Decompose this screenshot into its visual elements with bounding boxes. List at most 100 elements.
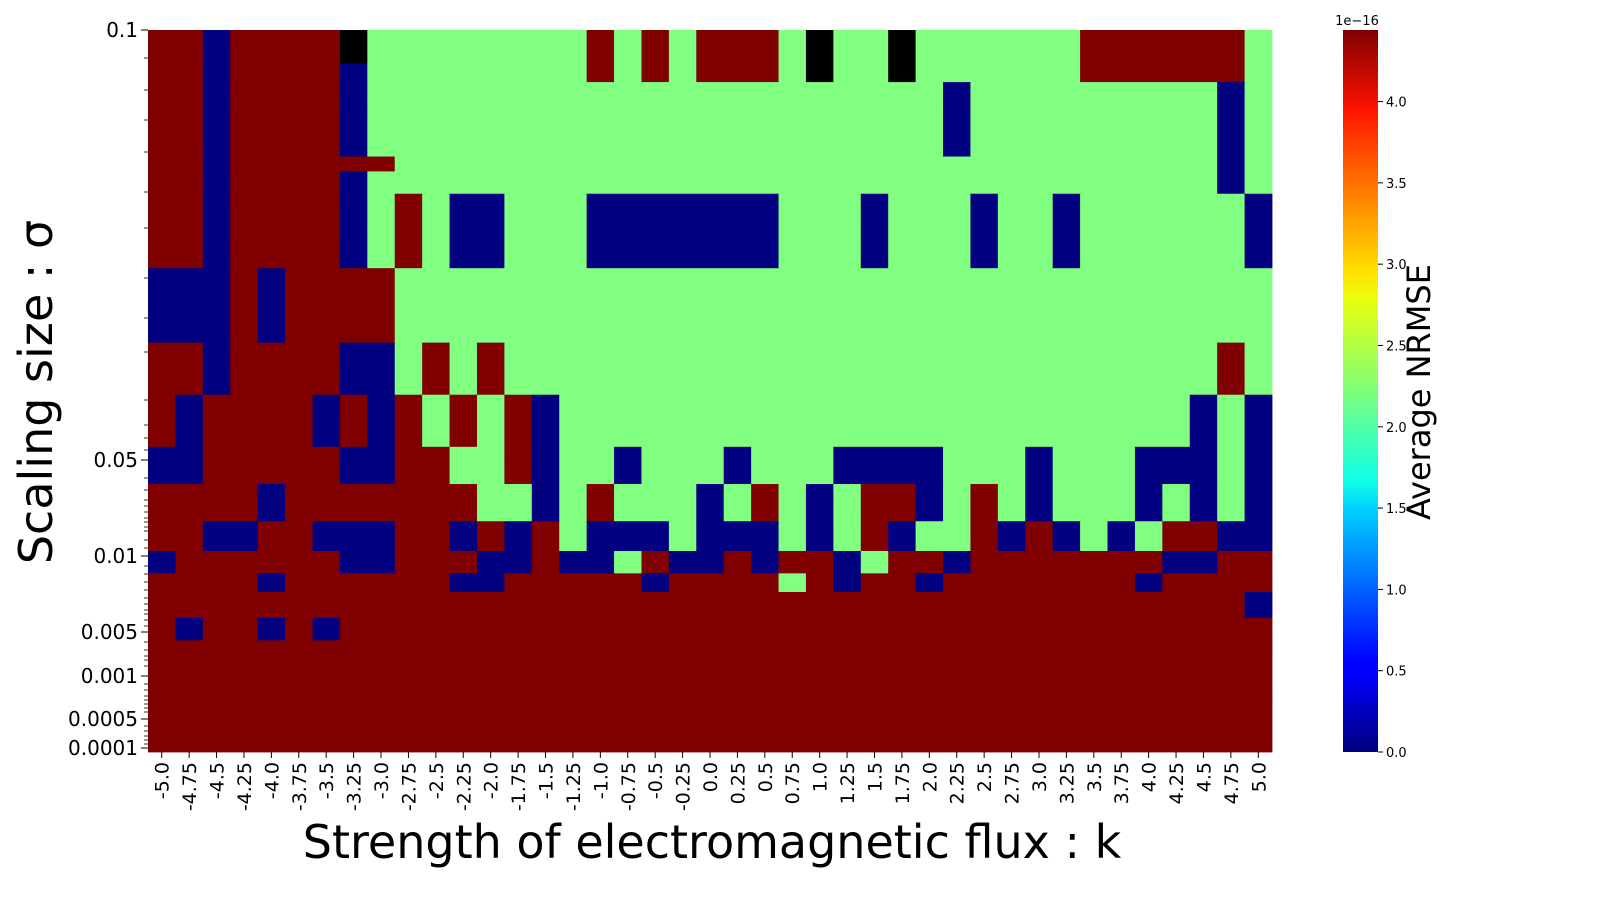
heatmap-cell <box>1052 480 1136 485</box>
heatmap-cell <box>202 264 231 269</box>
heatmap-cell <box>531 562 560 567</box>
heatmap-cell <box>1134 539 1163 544</box>
heatmap-cell <box>339 63 368 68</box>
heatmap-cell <box>148 178 204 183</box>
heatmap-cell <box>148 163 204 169</box>
heatmap-cell <box>1189 431 1218 437</box>
heatmap-cell <box>833 487 862 492</box>
heatmap-cell <box>860 569 889 574</box>
heatmap-cell <box>943 104 971 109</box>
heatmap-cell <box>230 182 341 187</box>
heatmap-cell <box>449 249 505 254</box>
heatmap-cell <box>1244 465 1273 470</box>
heatmap-cell <box>614 565 642 571</box>
heatmap-cell <box>559 539 588 544</box>
heatmap-cell <box>148 439 176 444</box>
heatmap-cell <box>915 484 944 489</box>
heatmap-cell <box>202 405 313 411</box>
heatmap-cell <box>394 301 1273 306</box>
heatmap-cell <box>257 290 286 295</box>
heatmap-cell <box>202 44 231 50</box>
heatmap-cell <box>202 93 231 98</box>
heatmap-cell <box>339 126 368 131</box>
heatmap-cell <box>997 498 1026 504</box>
heatmap-cell <box>339 562 396 567</box>
heatmap-cell <box>202 636 259 641</box>
heatmap-cell <box>394 428 423 433</box>
heatmap-cell <box>202 85 231 90</box>
heatmap-cell <box>1052 216 1081 221</box>
heatmap-cell <box>394 558 478 563</box>
heatmap-cell <box>394 242 423 247</box>
heatmap-cell <box>586 513 615 518</box>
heatmap-cell <box>1244 364 1273 370</box>
heatmap-cell <box>559 484 588 489</box>
heatmap-cell <box>614 480 642 485</box>
heatmap-cell <box>805 67 834 72</box>
heatmap-cell <box>202 618 259 623</box>
heatmap-cell <box>1244 56 1273 61</box>
heatmap-cell <box>1217 156 1245 161</box>
heatmap-cell <box>1134 580 1163 585</box>
heatmap-cell <box>202 137 231 143</box>
heatmap-cell <box>175 618 204 623</box>
heatmap-cell <box>1189 498 1218 504</box>
heatmap-cell <box>970 257 999 262</box>
heatmap-cell <box>367 44 588 50</box>
heatmap-cell <box>833 554 862 559</box>
heatmap-cell <box>614 70 642 76</box>
heatmap-cell <box>1244 193 1273 198</box>
heatmap-cell <box>339 145 368 150</box>
heatmap-cell <box>312 409 341 414</box>
heatmap-cell <box>860 580 917 585</box>
heatmap-cell <box>888 70 917 76</box>
heatmap-cell <box>148 543 204 548</box>
heatmap-cell <box>943 551 971 556</box>
heatmap-cell <box>148 96 204 102</box>
heatmap-cell <box>504 461 533 466</box>
heatmap-cell <box>531 536 560 541</box>
heatmap-cell <box>586 208 779 213</box>
heatmap-cell <box>148 335 231 340</box>
heatmap-cell <box>641 56 670 61</box>
heatmap-cell <box>394 312 1273 317</box>
heatmap-cell <box>805 532 834 537</box>
heatmap-cell <box>1244 78 1273 83</box>
heatmap-cell <box>339 260 368 265</box>
heatmap-cell <box>641 30 670 35</box>
heatmap-cell <box>339 372 396 377</box>
heatmap-cell <box>531 551 560 556</box>
heatmap-cell <box>148 30 204 35</box>
heatmap-cell <box>202 163 231 169</box>
heatmap-cell <box>970 569 1163 574</box>
heatmap-cell <box>367 223 396 228</box>
heatmap-cell <box>312 417 341 422</box>
heatmap-cell <box>833 491 862 496</box>
heatmap-cell <box>202 190 231 195</box>
heatmap-cell <box>504 357 1218 362</box>
heatmap-cell <box>531 476 560 481</box>
heatmap-cell <box>586 253 779 258</box>
heatmap-cell <box>257 297 286 303</box>
heatmap-cell <box>1052 484 1136 489</box>
heatmap-cell <box>860 588 917 593</box>
x-tick-label: 3.25 <box>1056 762 1078 804</box>
heatmap-cell <box>778 569 834 574</box>
heatmap-cell <box>860 253 889 258</box>
heatmap-cell <box>367 245 396 250</box>
heatmap-cell <box>614 33 642 38</box>
heatmap-cell <box>202 398 313 403</box>
heatmap-cell <box>230 338 259 344</box>
heatmap-cell <box>1189 417 1218 422</box>
heatmap-cell <box>257 528 313 533</box>
heatmap-cell <box>723 476 752 481</box>
heatmap-cell <box>202 182 231 187</box>
heatmap-cell <box>394 260 423 265</box>
heatmap-cell <box>202 245 231 250</box>
heatmap-cell <box>257 547 313 552</box>
heatmap-cell <box>805 536 834 541</box>
heatmap-cell <box>394 219 423 224</box>
heatmap-cell <box>230 190 341 195</box>
heatmap-cell <box>202 428 313 433</box>
heatmap-cell <box>339 93 368 98</box>
